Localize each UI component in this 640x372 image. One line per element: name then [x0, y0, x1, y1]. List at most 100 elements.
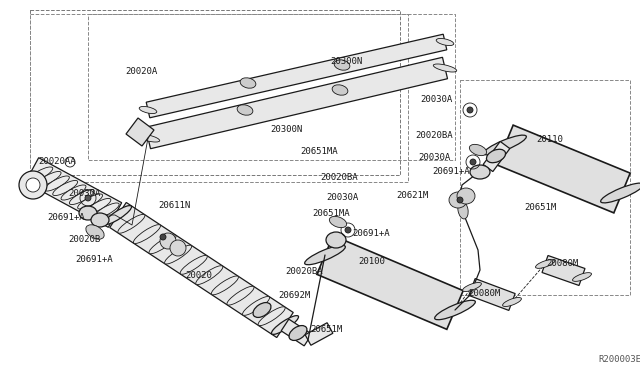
- Text: 20020BA: 20020BA: [320, 173, 358, 182]
- Text: 20651M: 20651M: [524, 203, 556, 212]
- Ellipse shape: [334, 60, 350, 70]
- Ellipse shape: [86, 225, 104, 239]
- Text: 20691+A: 20691+A: [75, 256, 113, 264]
- Ellipse shape: [149, 235, 176, 254]
- Ellipse shape: [573, 273, 591, 281]
- Ellipse shape: [449, 192, 467, 208]
- Ellipse shape: [136, 134, 160, 142]
- Text: 20020B: 20020B: [68, 235, 100, 244]
- Ellipse shape: [118, 214, 145, 233]
- Ellipse shape: [86, 198, 111, 214]
- Ellipse shape: [52, 180, 77, 196]
- Ellipse shape: [61, 185, 86, 200]
- Ellipse shape: [326, 232, 346, 248]
- Text: 20110: 20110: [536, 135, 563, 144]
- Ellipse shape: [77, 194, 102, 209]
- Polygon shape: [317, 235, 463, 329]
- Ellipse shape: [79, 206, 97, 220]
- Polygon shape: [145, 57, 447, 149]
- Ellipse shape: [211, 276, 239, 295]
- Circle shape: [470, 159, 476, 165]
- Text: 20080M: 20080M: [546, 259, 579, 267]
- Ellipse shape: [140, 106, 157, 113]
- Ellipse shape: [170, 240, 186, 256]
- Text: 20030A: 20030A: [418, 154, 451, 163]
- Text: 20020BA: 20020BA: [285, 267, 323, 276]
- Polygon shape: [497, 125, 630, 213]
- Ellipse shape: [486, 149, 506, 163]
- Ellipse shape: [253, 302, 271, 317]
- Text: 20020BA: 20020BA: [415, 131, 452, 140]
- Ellipse shape: [271, 315, 298, 334]
- Ellipse shape: [469, 144, 486, 155]
- Ellipse shape: [227, 286, 254, 305]
- Text: 20651M: 20651M: [310, 326, 342, 334]
- Polygon shape: [109, 202, 293, 337]
- Ellipse shape: [28, 167, 52, 182]
- Text: 20100: 20100: [358, 257, 385, 266]
- Text: 20030A: 20030A: [420, 96, 452, 105]
- Ellipse shape: [44, 176, 69, 191]
- Ellipse shape: [502, 298, 522, 307]
- Circle shape: [467, 107, 473, 113]
- Polygon shape: [542, 256, 585, 285]
- Text: 20300N: 20300N: [330, 58, 362, 67]
- Ellipse shape: [104, 206, 132, 224]
- Circle shape: [26, 178, 40, 192]
- Polygon shape: [305, 323, 333, 345]
- Text: 20080M: 20080M: [468, 289, 500, 298]
- Ellipse shape: [180, 256, 207, 274]
- Circle shape: [345, 227, 351, 233]
- Ellipse shape: [196, 266, 223, 285]
- Ellipse shape: [305, 245, 346, 265]
- Text: R200003E: R200003E: [598, 356, 640, 365]
- Ellipse shape: [94, 203, 119, 218]
- Circle shape: [457, 197, 463, 203]
- Ellipse shape: [133, 225, 161, 244]
- Text: 20691+A: 20691+A: [47, 214, 84, 222]
- Ellipse shape: [330, 217, 347, 228]
- Circle shape: [160, 234, 166, 240]
- Ellipse shape: [458, 201, 468, 219]
- Ellipse shape: [484, 135, 526, 155]
- Polygon shape: [483, 141, 510, 171]
- Text: 20621M: 20621M: [396, 190, 428, 199]
- Text: 20691+A: 20691+A: [432, 167, 470, 176]
- Ellipse shape: [289, 326, 307, 340]
- Ellipse shape: [243, 296, 269, 315]
- Polygon shape: [469, 279, 515, 310]
- Circle shape: [85, 195, 91, 201]
- Ellipse shape: [36, 171, 61, 186]
- Ellipse shape: [463, 282, 481, 292]
- Ellipse shape: [436, 38, 454, 45]
- Text: 20020AA: 20020AA: [38, 157, 76, 167]
- Polygon shape: [126, 118, 154, 146]
- Text: 20692M: 20692M: [278, 291, 310, 299]
- Ellipse shape: [457, 188, 475, 204]
- Ellipse shape: [536, 260, 554, 268]
- Ellipse shape: [240, 78, 256, 88]
- Ellipse shape: [160, 233, 176, 249]
- Text: 20020A: 20020A: [125, 67, 157, 77]
- Text: 20691+A: 20691+A: [352, 230, 390, 238]
- Ellipse shape: [91, 213, 109, 227]
- Ellipse shape: [237, 105, 253, 115]
- Text: 20300N: 20300N: [270, 125, 302, 135]
- Polygon shape: [146, 34, 447, 118]
- Ellipse shape: [433, 64, 457, 72]
- Polygon shape: [26, 158, 122, 227]
- Text: 20020: 20020: [185, 270, 212, 279]
- Ellipse shape: [69, 189, 94, 205]
- Text: 20611N: 20611N: [158, 201, 190, 209]
- Ellipse shape: [332, 85, 348, 95]
- Ellipse shape: [470, 165, 490, 179]
- Text: 20030A: 20030A: [326, 192, 358, 202]
- Circle shape: [19, 171, 47, 199]
- Polygon shape: [281, 319, 312, 346]
- Text: 20651MA: 20651MA: [312, 208, 349, 218]
- Ellipse shape: [435, 300, 476, 320]
- Text: 20030A: 20030A: [68, 189, 100, 198]
- Ellipse shape: [164, 245, 191, 264]
- Ellipse shape: [258, 307, 285, 326]
- Text: 20651MA: 20651MA: [300, 148, 338, 157]
